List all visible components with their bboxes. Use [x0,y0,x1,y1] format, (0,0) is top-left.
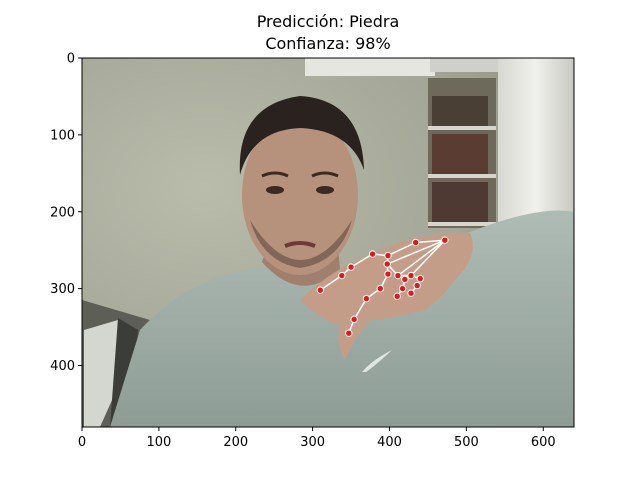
y-tick-label: 300 [50,282,75,297]
hand-landmarks [316,236,449,337]
landmark-point [347,263,355,271]
x-tick-label: 500 [454,435,479,450]
landmark-connection [415,239,445,244]
landmark-point [384,270,392,278]
y-tick-label: 400 [50,359,75,374]
title-line-1: Predicción: Piedra [257,12,400,31]
landmark-connection [410,239,446,277]
landmark-point [407,271,415,280]
x-tick-label: 200 [223,435,248,450]
landmark-point [394,271,402,280]
plot-frame [81,57,575,428]
landmark-connection [386,239,446,265]
landmark-point [441,236,449,244]
landmark-connection [350,253,373,268]
landmark-connection [319,274,343,291]
landmark-point [384,251,392,260]
x-tick-label: 0 [78,435,86,450]
x-axis-ticks: 0 100 200 300 400 500 600 [78,427,556,450]
landmark-point [376,284,384,293]
y-tick-label: 0 [67,52,75,67]
x-tick-label: 400 [377,435,402,450]
y-axis-ticks: 0 100 200 300 400 [50,52,82,374]
landmark-connection [397,239,446,277]
landmark-point [407,289,415,297]
x-tick-label: 300 [300,435,325,450]
landmark-point [345,329,353,337]
landmark-point [316,286,325,294]
x-tick-label: 600 [531,435,556,450]
landmark-point [338,271,346,280]
y-tick-label: 100 [50,128,75,143]
landmark-point [393,292,401,301]
x-tick-label: 100 [146,435,171,450]
landmark-point [416,274,424,283]
landmark-connection [353,298,368,320]
landmark-point [411,238,420,247]
landmark-point [398,284,407,293]
landmark-connection [387,241,416,257]
landmark-point [383,260,391,268]
landmark-point [368,250,377,258]
title-line-2: Confianza: 98% [265,34,390,53]
landmark-point [413,281,421,290]
y-tick-label: 200 [50,205,75,220]
landmark-point [350,315,358,324]
landmark-point [362,294,371,303]
webcam-photo [82,58,574,427]
landmark-point [401,275,409,284]
